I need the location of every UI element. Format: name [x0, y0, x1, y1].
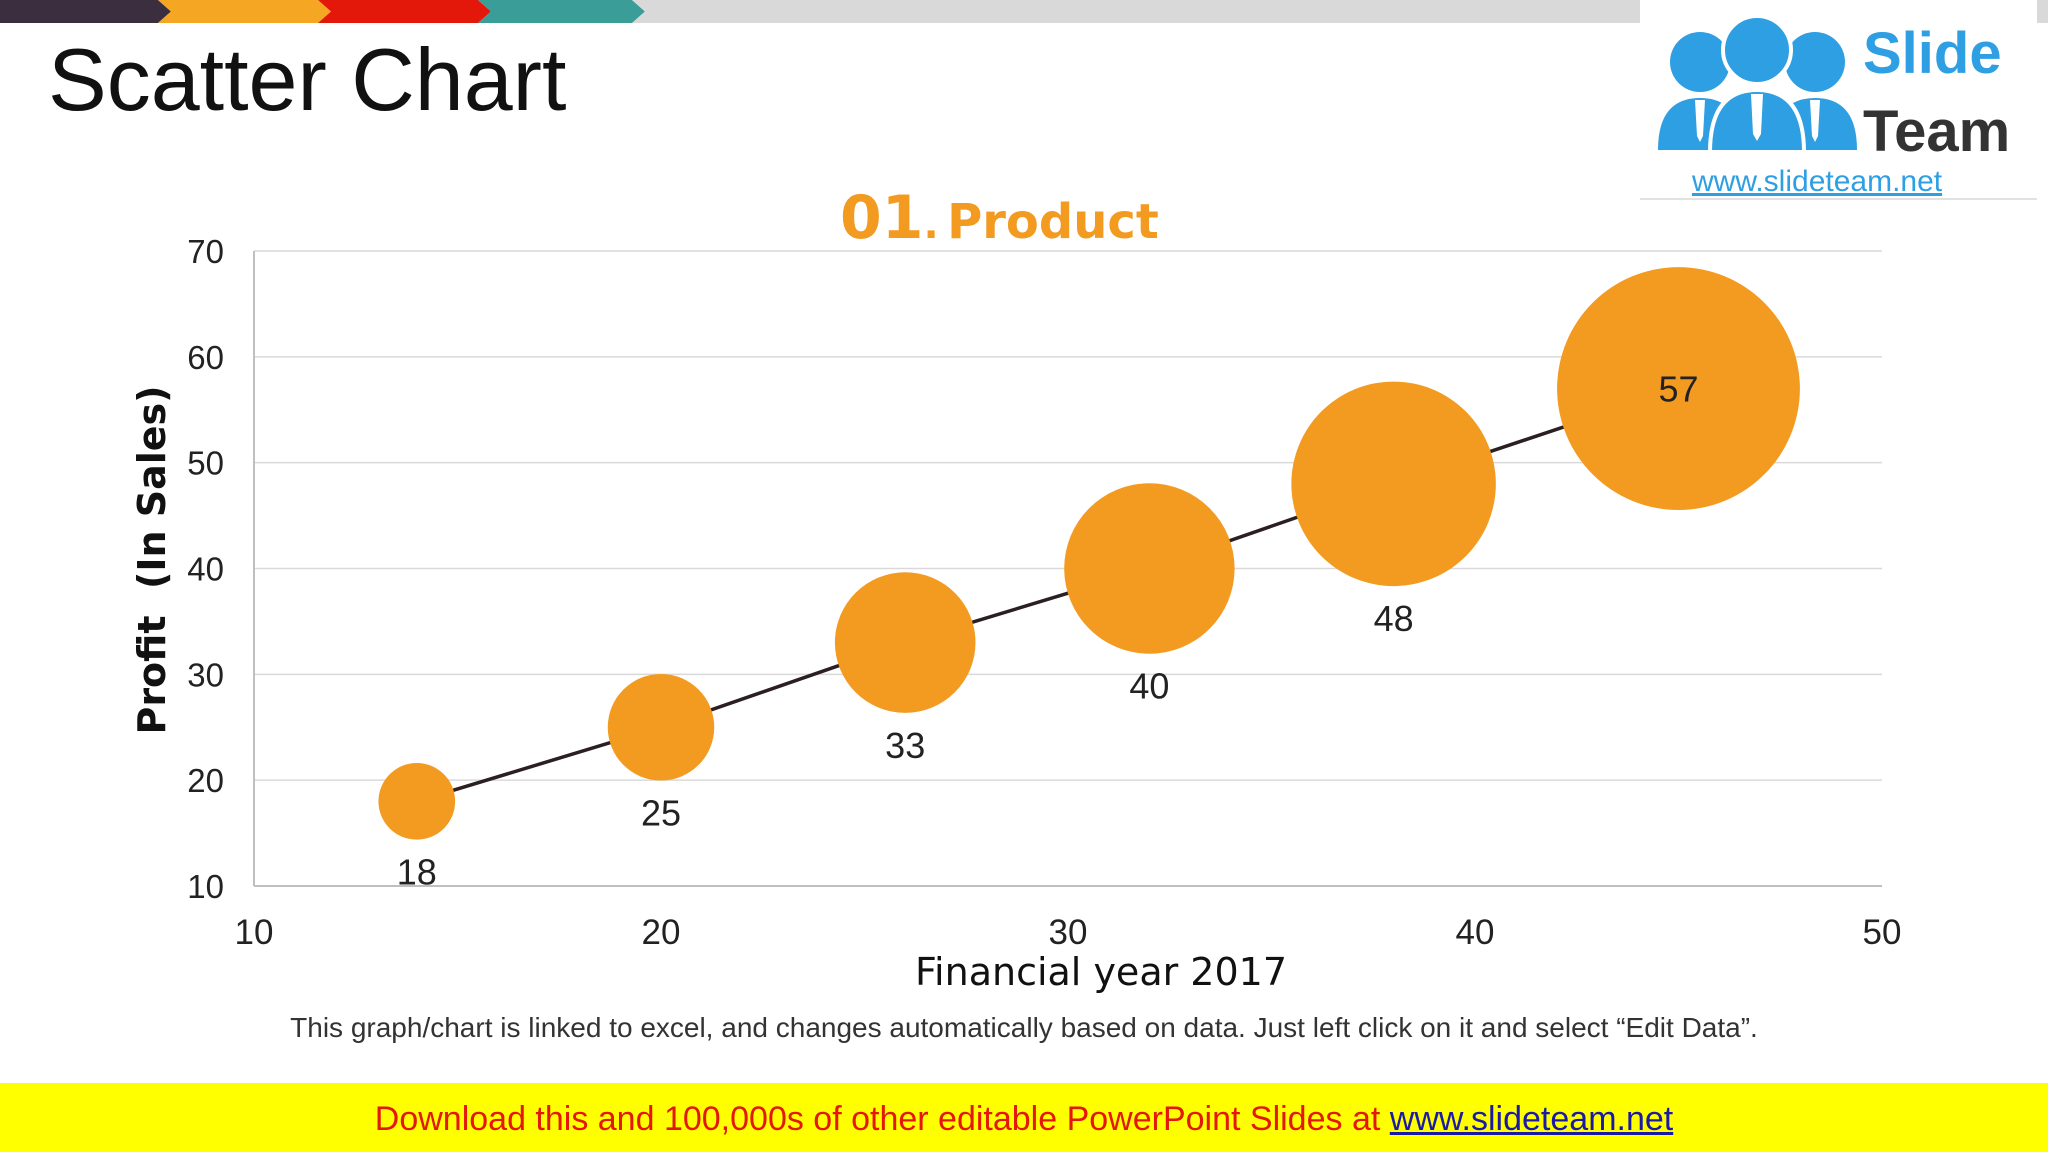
footer-banner: Download this and 100,000s of other edit…: [0, 1083, 2048, 1152]
data-label: 33: [885, 725, 925, 766]
data-label: 48: [1374, 598, 1414, 639]
scatter-chart[interactable]: 70 60 50 40 30 20 10 10 20 30 40 50 18 25 33 40 48 57 Fi…: [0, 0, 2048, 1000]
data-point-bubble[interactable]: [607, 674, 715, 781]
chart-caption: This graph/chart is linked to excel, and…: [290, 1012, 1758, 1043]
data-point-bubble[interactable]: [378, 762, 456, 840]
x-tick-label: 20: [642, 913, 681, 952]
data-label: 18: [397, 852, 437, 893]
stripe-segment-orange: [158, 0, 331, 23]
page-title: Scatter Chart: [48, 30, 567, 129]
y-tick-label: 40: [187, 551, 224, 588]
logo-word-team: Team: [1863, 99, 2011, 164]
chart-points[interactable]: [378, 267, 1800, 840]
data-label: 40: [1129, 666, 1169, 707]
y-tick-label: 10: [187, 868, 224, 905]
logo-url-link[interactable]: www.slideteam.net: [1692, 165, 1943, 198]
y-tick-label: 30: [187, 656, 224, 693]
chart-title: 01. Product: [840, 183, 1159, 253]
footer-text: Download this and 100,000s of other edit…: [0, 1099, 2048, 1139]
x-axis-title: Financial year 2017: [915, 950, 1287, 994]
slideteam-logo: Slide Team www.slideteam.net: [1640, 0, 2037, 200]
stripe-segment-dark: [0, 0, 171, 23]
footer-link[interactable]: www.slideteam.net: [1389, 1100, 1674, 1138]
y-tick-label: 60: [187, 339, 224, 376]
chart-title-label: Product: [947, 194, 1159, 250]
stripe-segment-teal: [478, 0, 645, 23]
chart-title-separator: .: [923, 202, 939, 248]
y-tick-label: 70: [187, 233, 224, 270]
footer-message: Download this and 100,000s of other edit…: [374, 1100, 1390, 1138]
data-point-bubble[interactable]: [834, 572, 976, 713]
stripe-segment-red: [318, 0, 491, 23]
chart-title-number: 01: [840, 183, 924, 253]
people-icon: [1658, 14, 1857, 154]
data-label: 57: [1658, 369, 1698, 410]
data-point-bubble[interactable]: [1064, 483, 1235, 654]
y-axis-title: Profit (In Sales): [130, 385, 174, 734]
data-label: 25: [641, 793, 681, 834]
x-tick-label: 10: [235, 913, 274, 952]
y-tick-label: 20: [187, 762, 224, 799]
x-tick-label: 40: [1456, 913, 1495, 952]
x-tick-label: 50: [1863, 913, 1902, 952]
y-tick-label: 50: [187, 445, 224, 482]
data-point-bubble[interactable]: [1557, 267, 1800, 510]
x-tick-label: 30: [1049, 913, 1088, 952]
data-point-bubble[interactable]: [1291, 381, 1496, 587]
chart-axes: 70 60 50 40 30 20 10 10 20 30 40 50: [187, 233, 1901, 952]
logo-word-slide: Slide: [1863, 21, 2002, 86]
chart-data-labels: 18 25 33 40 48 57: [397, 369, 1699, 893]
